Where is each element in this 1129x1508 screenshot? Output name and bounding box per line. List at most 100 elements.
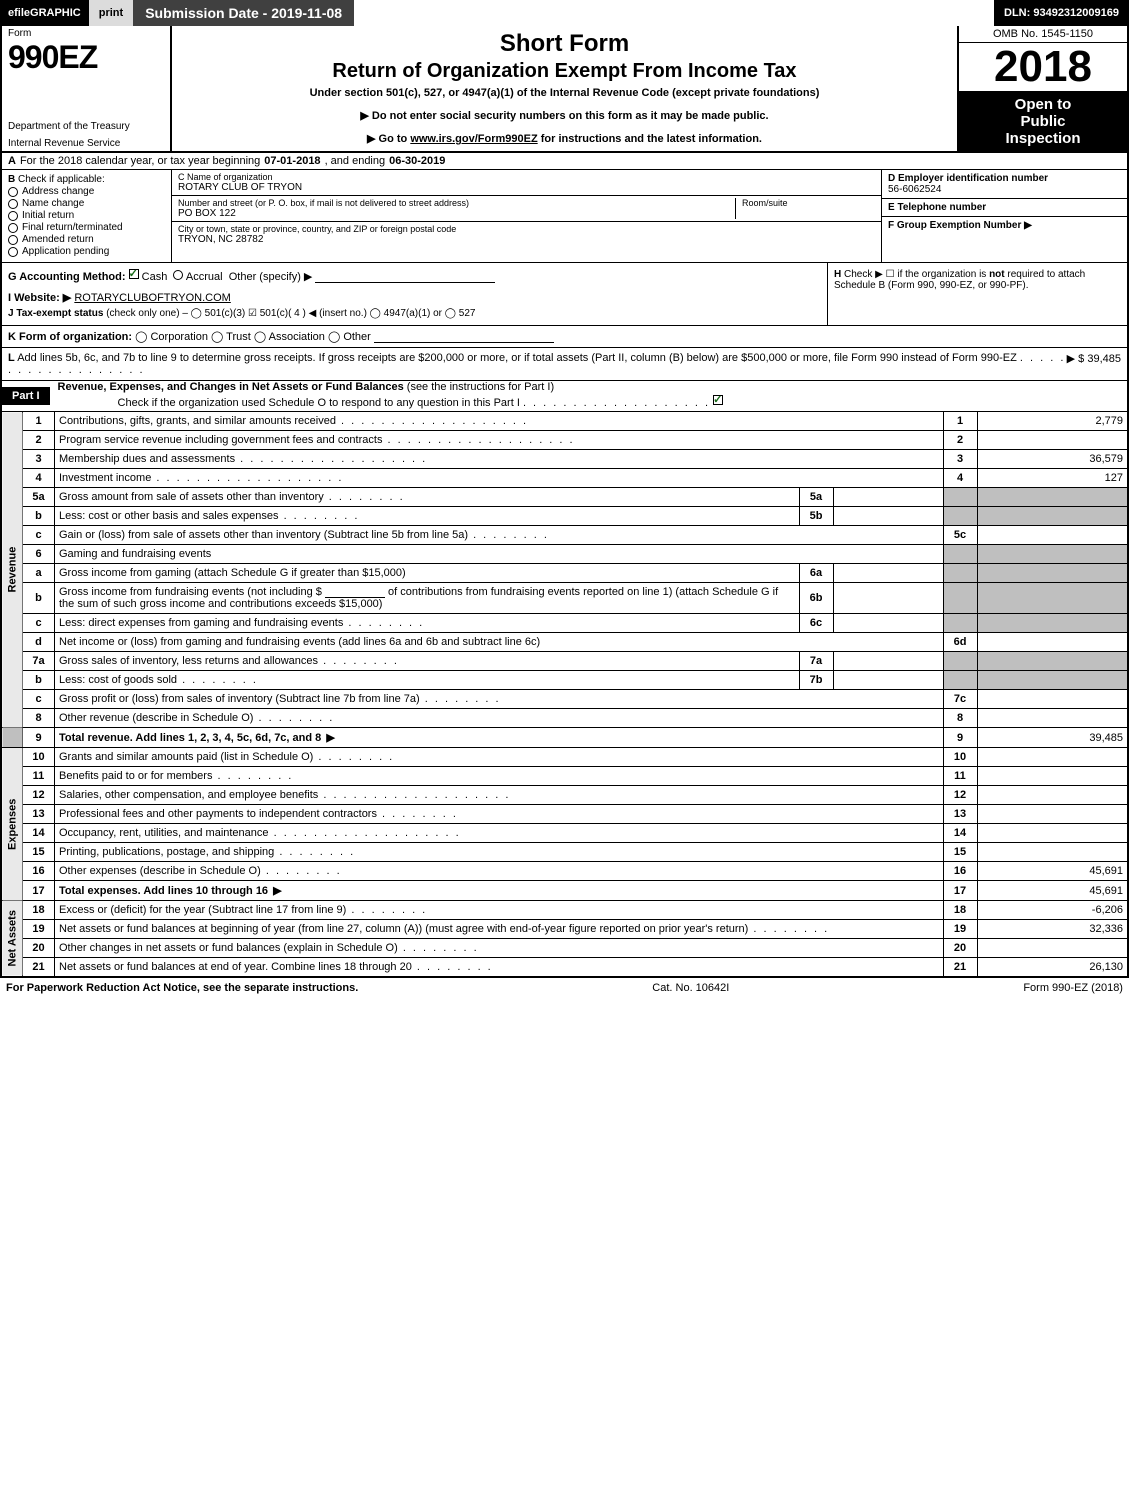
line-7a-val-grey (977, 652, 1127, 671)
line-4-val: 127 (977, 469, 1127, 488)
line-6c-subval (833, 614, 943, 633)
chk-accrual[interactable] (173, 270, 183, 280)
h-schedule-b: H Check ▶ ☐ if the organization is not r… (827, 263, 1127, 325)
irs-link[interactable]: www.irs.gov/Form990EZ (410, 133, 537, 145)
dept-treasury: Department of the Treasury (8, 121, 164, 132)
line-10-num: 10 (943, 748, 977, 767)
line-21-no: 21 (23, 958, 55, 977)
line-20-val (977, 939, 1127, 958)
col-b-checkboxes: B Check if applicable: Address change Na… (2, 170, 172, 262)
e-label: E Telephone number (888, 202, 986, 213)
line-14-val (977, 824, 1127, 843)
line-20-no: 20 (23, 939, 55, 958)
row-a-mid: , and ending (325, 155, 386, 167)
line-5a-val-grey (977, 488, 1127, 507)
line-5b-desc: Less: cost or other basis and sales expe… (59, 510, 359, 522)
line-17-val: 45,691 (977, 881, 1127, 901)
line-5a-sub: 5a (799, 488, 833, 507)
line-6a-subval (833, 564, 943, 583)
k-other-input[interactable] (374, 331, 554, 343)
row-a-end: 06-30-2019 (389, 155, 445, 167)
topbar-spacer (354, 0, 994, 26)
c-name-row: C Name of organization ROTARY CLUB OF TR… (172, 170, 881, 196)
line-6a-desc: Gross income from gaming (attach Schedul… (55, 564, 800, 583)
line-1-desc: Contributions, gifts, grants, and simila… (59, 415, 528, 427)
revenue-side-end (2, 728, 23, 748)
line-7b-val-grey (977, 671, 1127, 690)
line-6b-amount-input[interactable] (325, 586, 385, 598)
line-14-no: 14 (23, 824, 55, 843)
goto-prefix: ▶ Go to (367, 133, 410, 145)
line-16-no: 16 (23, 862, 55, 881)
part1-checkline: Check if the organization used Schedule … (118, 397, 520, 409)
g-label: G Accounting Method: (8, 271, 126, 283)
g-other: Other (specify) ▶ (229, 271, 313, 283)
chk-final-return[interactable]: Final return/terminated (8, 222, 165, 233)
line-6b-val-grey (977, 583, 1127, 614)
line-5c-val (977, 526, 1127, 545)
open-line2: Public (959, 113, 1127, 130)
line-7b-subval (833, 671, 943, 690)
line-14-desc: Occupancy, rent, utilities, and maintena… (59, 827, 461, 839)
chk-amended-return[interactable]: Amended return (8, 234, 165, 245)
line-15-num: 15 (943, 843, 977, 862)
c-city-label: City or town, state or province, country… (178, 224, 875, 234)
line-6c-desc: Less: direct expenses from gaming and fu… (59, 617, 424, 629)
expenses-side-label: Expenses (2, 748, 23, 901)
line-5c-num: 5c (943, 526, 977, 545)
g-cash: Cash (142, 271, 168, 283)
line-16-val: 45,691 (977, 862, 1127, 881)
line-18-no: 18 (23, 901, 55, 920)
part1-dots (523, 397, 710, 409)
line-5a-desc: Gross amount from sale of assets other t… (59, 491, 405, 503)
chk-cash[interactable] (129, 269, 139, 279)
line-6b-desc-cell: Gross income from fundraising events (no… (55, 583, 800, 614)
line-21-val: 26,130 (977, 958, 1127, 977)
d-ein: D Employer identification number 56-6062… (882, 170, 1127, 199)
row-a-text: For the 2018 calendar year, or tax year … (20, 155, 260, 167)
tax-year: 2018 (959, 43, 1127, 92)
chk-address-change[interactable]: Address change (8, 186, 165, 197)
line-13-desc: Professional fees and other payments to … (59, 808, 458, 820)
l-label: L (8, 352, 15, 364)
g-other-input[interactable] (315, 271, 495, 283)
line-3-num: 3 (943, 450, 977, 469)
footer-paperwork: For Paperwork Reduction Act Notice, see … (6, 982, 358, 994)
l-text: Add lines 5b, 6c, and 7b to line 9 to de… (17, 352, 1017, 364)
line-5b-sub: 5b (799, 507, 833, 526)
line-5a-num-grey (943, 488, 977, 507)
k-opts: ◯ Corporation ◯ Trust ◯ Association ◯ Ot… (135, 331, 371, 343)
dept-irs: Internal Revenue Service (8, 138, 164, 149)
line-1-no: 1 (23, 412, 55, 431)
h-not: not (989, 269, 1005, 280)
line-6d-num: 6d (943, 633, 977, 652)
netassets-side-label: Net Assets (2, 901, 23, 977)
d-label: D Employer identification number (888, 173, 1048, 184)
line-9-num: 9 (943, 728, 977, 748)
line-12-num: 12 (943, 786, 977, 805)
chk-name-change[interactable]: Name change (8, 198, 165, 209)
col-b-checkif: Check if applicable: (18, 174, 105, 185)
line-5a-subval (833, 488, 943, 507)
line-5b-subval (833, 507, 943, 526)
line-6-desc: Gaming and fundraising events (55, 545, 944, 564)
line-6-num-grey (943, 545, 977, 564)
row-a-begin: 07-01-2018 (264, 155, 320, 167)
line-7a-no: 7a (23, 652, 55, 671)
line-6d-desc: Net income or (loss) from gaming and fun… (55, 633, 944, 652)
k-form-of-org: K Form of organization: ◯ Corporation ◯ … (2, 326, 1127, 348)
line-8-num: 8 (943, 709, 977, 728)
chk-application-pending[interactable]: Application pending (8, 246, 165, 257)
print-button[interactable]: print (89, 0, 133, 26)
c-name-value: ROTARY CLUB OF TRYON (178, 182, 875, 193)
line-7b-no: b (23, 671, 55, 690)
line-2-no: 2 (23, 431, 55, 450)
line-6b-no: b (23, 583, 55, 614)
c-city-row: City or town, state or province, country… (172, 222, 881, 247)
line-6c-num-grey (943, 614, 977, 633)
website-link[interactable]: ROTARYCLUBOFTRYON.COM (74, 292, 230, 304)
form-code: 990EZ (8, 39, 164, 76)
chk-initial-return[interactable]: Initial return (8, 210, 165, 221)
part1-checkbox[interactable] (713, 395, 723, 405)
header-center: Short Form Return of Organization Exempt… (172, 26, 957, 151)
